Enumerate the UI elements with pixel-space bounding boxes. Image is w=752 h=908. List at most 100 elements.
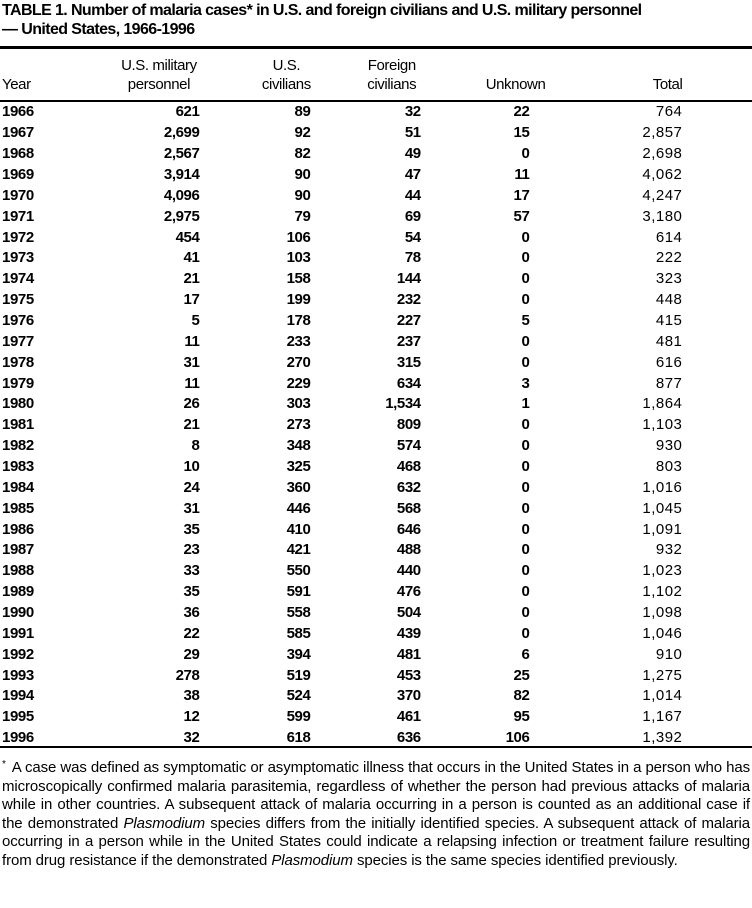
- cell-unknown: 22: [513, 103, 530, 121]
- table-row: 1975 17 199 232 0 448: [0, 290, 752, 311]
- spacer: [682, 623, 752, 644]
- spacer: [682, 206, 752, 227]
- cell-military: 21: [183, 416, 200, 434]
- cell-us-civilians: 303: [286, 395, 311, 413]
- spacer: [682, 686, 752, 707]
- cell-total: 877: [655, 374, 683, 392]
- cell-military: 35: [183, 583, 200, 601]
- cell-military: 35: [183, 520, 200, 538]
- cell-military: 33: [183, 562, 200, 580]
- spacer: [682, 352, 752, 373]
- cell-unknown: 0: [521, 416, 530, 434]
- cell-unknown: 6: [521, 645, 530, 663]
- col-header-total: Total: [652, 76, 683, 93]
- cell-us-civilians: 199: [286, 291, 311, 309]
- cell-unknown: 106: [505, 729, 530, 747]
- table-row: 1990 36 558 504 0 1,098: [0, 603, 752, 624]
- table-row: 1981 21 273 809 0 1,103: [0, 415, 752, 436]
- cell-foreign-civilians: 504: [396, 604, 421, 622]
- cell-military: 32: [183, 729, 200, 747]
- table-body: 1966 621 89 32 22 764 1967 2,699 92 51 15 2,857 1968…: [0, 101, 752, 749]
- table-row: 1968 2,567 82 49 0 2,698: [0, 144, 752, 165]
- cell-total: 222: [655, 249, 683, 267]
- cell-us-civilians: 90: [294, 166, 311, 183]
- cell-military: 454: [175, 228, 200, 246]
- cell-unknown: 0: [521, 332, 530, 350]
- cell-foreign-civilians: 636: [396, 729, 421, 747]
- spacer: [682, 498, 752, 519]
- spacer: [682, 707, 752, 728]
- cell-foreign-civilians: 44: [404, 186, 421, 204]
- cell-military: 26: [183, 395, 200, 413]
- cell-year: 1966: [2, 103, 34, 121]
- cell-year: 1973: [2, 249, 34, 267]
- cell-unknown: 5: [521, 312, 530, 330]
- cell-year: 1989: [2, 583, 34, 601]
- cell-total: 323: [655, 270, 683, 288]
- cell-military: 31: [183, 353, 200, 371]
- cell-military: 2,699: [163, 124, 200, 142]
- cell-total: 1,045: [642, 499, 683, 517]
- cell-military: 11: [184, 374, 200, 392]
- spacer: [682, 101, 752, 123]
- spacer: [682, 269, 752, 290]
- cell-military: 4,096: [163, 186, 200, 204]
- table-row: 1969 3,914 90 47 11 4,062: [0, 165, 752, 186]
- spacer: [682, 248, 752, 269]
- table-row: 1987 23 421 488 0 932: [0, 540, 752, 561]
- cell-military: 17: [183, 291, 200, 309]
- cell-year: 1968: [2, 145, 34, 163]
- cell-us-civilians: 446: [286, 499, 311, 517]
- cell-foreign-civilians: 440: [396, 562, 421, 580]
- cell-unknown: 3: [521, 374, 530, 392]
- cell-year: 1982: [2, 437, 34, 455]
- cell-year: 1993: [2, 666, 34, 684]
- cell-year: 1988: [2, 562, 34, 580]
- cell-unknown: 0: [521, 604, 530, 622]
- cell-unknown: 0: [521, 458, 530, 476]
- cell-foreign-civilians: 476: [396, 583, 421, 601]
- cell-unknown: 0: [521, 145, 530, 163]
- cell-us-civilians: 360: [286, 478, 311, 496]
- spacer: [682, 227, 752, 248]
- cell-us-civilians: 394: [286, 645, 311, 663]
- cell-us-civilians: 585: [286, 624, 311, 642]
- header-row: Year U.S. military personnel U.S. civili…: [0, 52, 752, 94]
- cell-military: 2,567: [163, 145, 200, 163]
- cell-military: 41: [183, 249, 200, 267]
- table-row: 1992 29 394 481 6 910: [0, 644, 752, 665]
- cell-total: 1,023: [642, 562, 683, 580]
- cell-foreign-civilians: 144: [396, 270, 421, 288]
- table-row: 1967 2,699 92 51 15 2,857: [0, 123, 752, 144]
- table-row: 1973 41 103 78 0 222: [0, 248, 752, 269]
- cell-us-civilians: 270: [286, 353, 311, 371]
- cell-total: 803: [655, 458, 683, 476]
- col-header-us-civilians: U.S. civilians: [261, 57, 311, 93]
- cell-total: 616: [655, 353, 683, 371]
- cell-total: 2,857: [642, 124, 683, 142]
- cell-year: 1970: [2, 186, 34, 204]
- cell-foreign-civilians: 468: [396, 458, 421, 476]
- table-row: 1988 33 550 440 0 1,023: [0, 561, 752, 582]
- cell-unknown: 82: [513, 687, 530, 705]
- cell-us-civilians: 273: [286, 416, 311, 434]
- footnote-text: A case was defined as symptomatic or asy…: [2, 759, 750, 832]
- cell-year: 1978: [2, 353, 34, 371]
- cell-total: 1,046: [642, 624, 683, 642]
- spacer: [682, 290, 752, 311]
- cell-total: 448: [655, 291, 683, 309]
- cell-us-civilians: 325: [286, 458, 311, 476]
- cell-military: 8: [191, 437, 200, 455]
- table-row: 1996 32 618 636 106 1,392: [0, 728, 752, 749]
- col-header-foreign-civilians: Foreign civilians: [367, 57, 417, 93]
- footnote: * A case was defined as symptomatic or as…: [2, 759, 750, 871]
- cell-us-civilians: 82: [294, 145, 311, 163]
- cell-us-civilians: 421: [286, 541, 311, 559]
- footnote-italic-genus: Plasmodium: [271, 851, 353, 869]
- footnote-text: species is the same species identified p…: [352, 851, 678, 869]
- cell-year: 1983: [2, 458, 34, 476]
- cell-us-civilians: 558: [286, 604, 311, 622]
- cell-unknown: 0: [521, 520, 530, 538]
- cell-us-civilians: 524: [286, 687, 311, 705]
- cell-foreign-civilians: 47: [404, 166, 421, 183]
